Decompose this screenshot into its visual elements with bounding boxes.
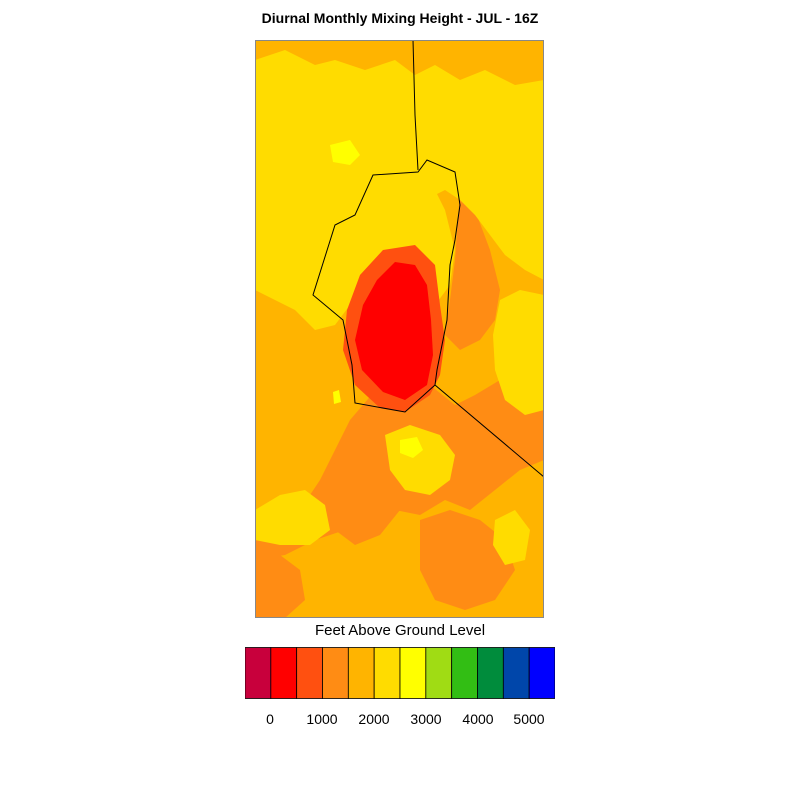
colorbar-swatch [451,647,478,699]
colorbar-swatch [477,647,504,699]
colorbar-tick-label: 0 [266,711,274,727]
field-2000-mid-left [255,330,340,440]
field-3000-south [400,437,423,458]
field-orange-sw [255,555,305,618]
colorbar-swatch [296,647,323,699]
boundary-lines [312,40,544,478]
colorbar-swatch [502,647,530,699]
field-orange-south-2 [420,510,515,610]
colorbar-swatch [373,647,401,699]
state-boundary-diagonal [434,384,544,478]
colorbar-swatch [322,647,349,699]
lake-boundary [312,159,461,413]
colorbar-swatch [245,647,272,699]
colorbar [245,647,555,699]
colorbar-swatch [528,647,555,699]
field-2500-sw [255,490,330,545]
colorbar-swatch [270,647,298,699]
contour-map-svg [255,40,544,618]
colorbar-svg [245,647,555,699]
colorbar-swatch [347,647,375,699]
field-2500-north [255,50,544,330]
contour-map [255,40,544,618]
field-orange-south-1 [330,435,405,545]
colorbar-swatch [425,647,453,699]
map-frame [255,40,544,618]
state-boundary-north [412,40,419,171]
colorbar-tick-label: 4000 [462,711,494,727]
field-2500-east-strip [493,290,544,415]
field-500-core [355,262,433,400]
colorbar-swatch [399,647,427,699]
colorbar-tick-label: 2000 [358,711,390,727]
map-title: Diurnal Monthly Mixing Height - JUL - 16… [261,10,539,26]
field-orange-east [445,190,500,350]
legend-title: Feet Above Ground Level [314,622,486,639]
colorbar-tick-label: 3000 [410,711,442,727]
field-3000-north [330,140,360,165]
field-2500-se [493,510,530,565]
field-3000-dot [333,390,341,404]
colorbar-tick-label: 5000 [513,711,545,727]
colorbar-tick-label: 1000 [306,711,338,727]
